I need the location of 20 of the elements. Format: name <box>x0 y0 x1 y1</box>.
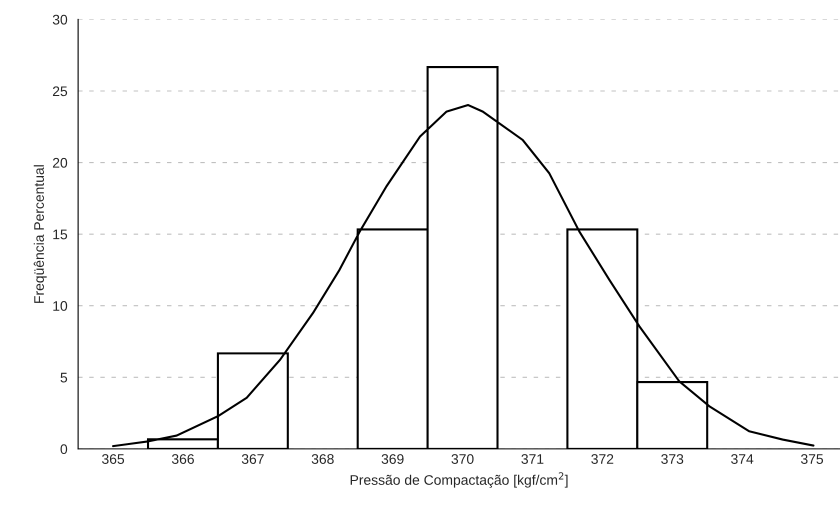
x-tick-label: 366 <box>172 454 194 464</box>
y-tick-label: 10 <box>53 301 68 311</box>
y-tick-label: 30 <box>52 14 68 25</box>
y-tick-label: 15 <box>53 230 68 240</box>
x-tick-label: 375 <box>800 454 824 464</box>
y-axis-title: Freqüência Percentual <box>34 165 47 303</box>
x-tick-label: 367 <box>242 454 264 464</box>
y-tick-label: 20 <box>52 158 68 168</box>
x-tick-label: 371 <box>521 454 544 464</box>
x-tick-label: 373 <box>661 454 684 464</box>
y-tick-label: 25 <box>52 86 68 96</box>
x-axis-title: Pressão de Compactação [kgf/cm$^{2}$] <box>350 472 568 488</box>
x-tick-label: 365 <box>102 454 124 464</box>
x-tick-label: 372 <box>591 454 614 464</box>
y-tick-label: 5 <box>60 372 68 382</box>
x-tick-label: 369 <box>382 454 404 464</box>
y-tick-label: 0 <box>60 444 68 454</box>
x-tick-label: 368 <box>312 454 334 464</box>
x-tick-label: 370 <box>452 454 474 464</box>
x-tick-label: 374 <box>731 454 754 464</box>
